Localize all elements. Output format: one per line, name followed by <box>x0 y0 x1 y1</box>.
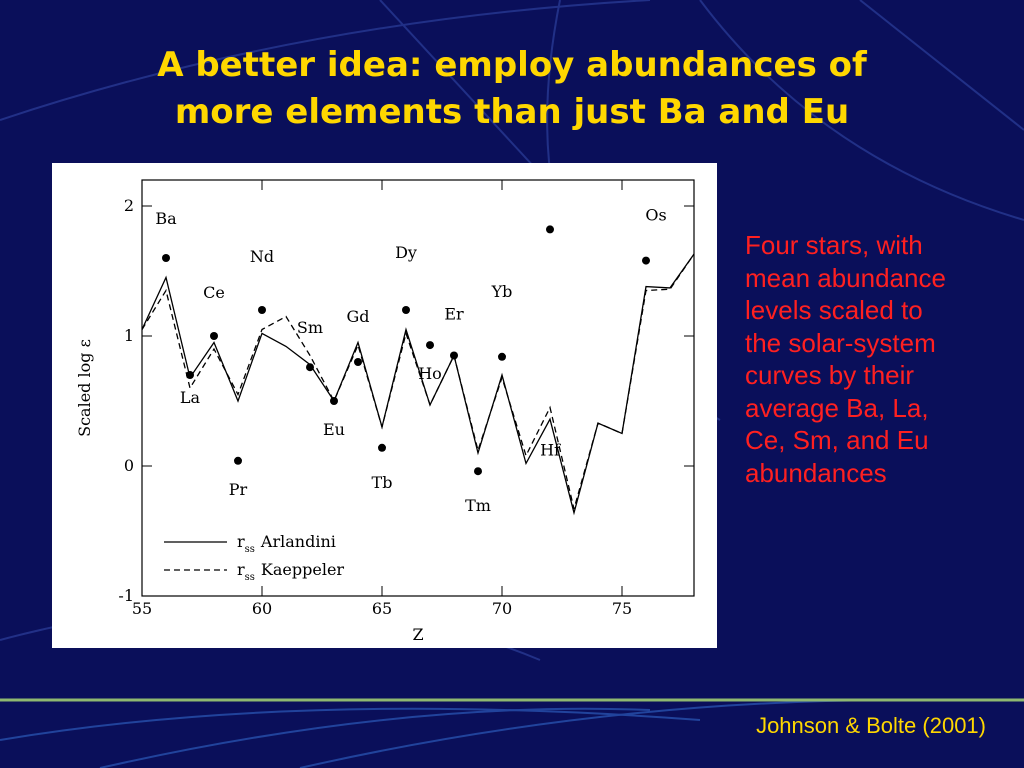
element-label: Dy <box>395 243 417 262</box>
element-label: Tm <box>465 496 491 515</box>
mean-point <box>474 467 482 476</box>
body-line: mean abundance <box>745 262 946 293</box>
element-label: Gd <box>346 307 369 326</box>
element-label: Yb <box>491 282 513 301</box>
mean-point <box>258 306 266 314</box>
mean-point <box>354 358 362 366</box>
body-line: abundances <box>745 457 887 488</box>
element-label: Os <box>645 206 666 225</box>
body-line: Ce, Sm, and Eu <box>745 425 929 455</box>
mean-point <box>642 256 650 265</box>
mean-point <box>378 443 386 452</box>
mean-point <box>402 306 410 314</box>
element-label: Hf <box>540 441 561 460</box>
element-label: Sm <box>297 318 323 337</box>
citation: Johnson & Bolte (2001) <box>756 713 986 738</box>
title-line: A better idea: employ abundances of <box>157 45 867 85</box>
element-label: Ce <box>203 283 225 302</box>
x-tick-label: 60 <box>252 599 272 618</box>
legend-label: rss Kaeppeler <box>237 560 344 583</box>
legend-prefix: r <box>237 560 245 579</box>
mean-point <box>306 363 314 372</box>
element-label: Eu <box>323 420 345 439</box>
x-tick-label: 55 <box>132 599 152 618</box>
plot-frame <box>141 179 695 597</box>
x-tick-label: 75 <box>612 599 632 618</box>
mean-point <box>210 332 218 340</box>
title-line: more elements than just Ba and Eu <box>174 92 850 132</box>
element-label: Tb <box>372 473 393 492</box>
body-line: curves by their <box>745 360 915 390</box>
element-label: Ho <box>418 364 442 383</box>
y-tick-label: 2 <box>124 196 134 215</box>
x-axis-label: Z <box>412 625 423 644</box>
mean-point <box>234 456 242 465</box>
y-tick-label: 1 <box>124 326 134 345</box>
body-line: average Ba, La, <box>745 392 929 423</box>
mean-point <box>330 397 338 405</box>
y-axis-label: Scaled log ε <box>75 339 94 437</box>
mean-point <box>450 351 458 360</box>
legend-subscript: ss <box>245 544 255 555</box>
legend-label: rss Arlandini <box>237 532 336 555</box>
mean-point <box>186 371 194 379</box>
y-tick-label: -1 <box>118 586 134 605</box>
legend-name: Arlandini <box>260 532 336 551</box>
mean-point <box>162 254 170 262</box>
element-label: Ba <box>155 209 177 228</box>
y-tick-label: 0 <box>124 456 134 475</box>
x-tick-label: 65 <box>372 599 392 618</box>
legend-name: Kaeppeler <box>261 560 345 579</box>
legend-subscript: ss <box>245 572 255 583</box>
element-label: Er <box>444 305 464 324</box>
legend-prefix: r <box>237 532 245 551</box>
body-line: Four stars, with <box>745 230 923 260</box>
body-line: the solar-system <box>745 327 936 358</box>
x-tick-label: 70 <box>492 599 512 618</box>
series-line <box>141 253 695 510</box>
mean-point <box>498 352 506 361</box>
element-label: Pr <box>229 480 248 499</box>
element-label: La <box>180 388 201 407</box>
body-line: levels scaled to <box>745 295 923 325</box>
mean-point <box>426 341 434 350</box>
mean-point <box>546 225 554 234</box>
element-label: Nd <box>250 247 274 266</box>
